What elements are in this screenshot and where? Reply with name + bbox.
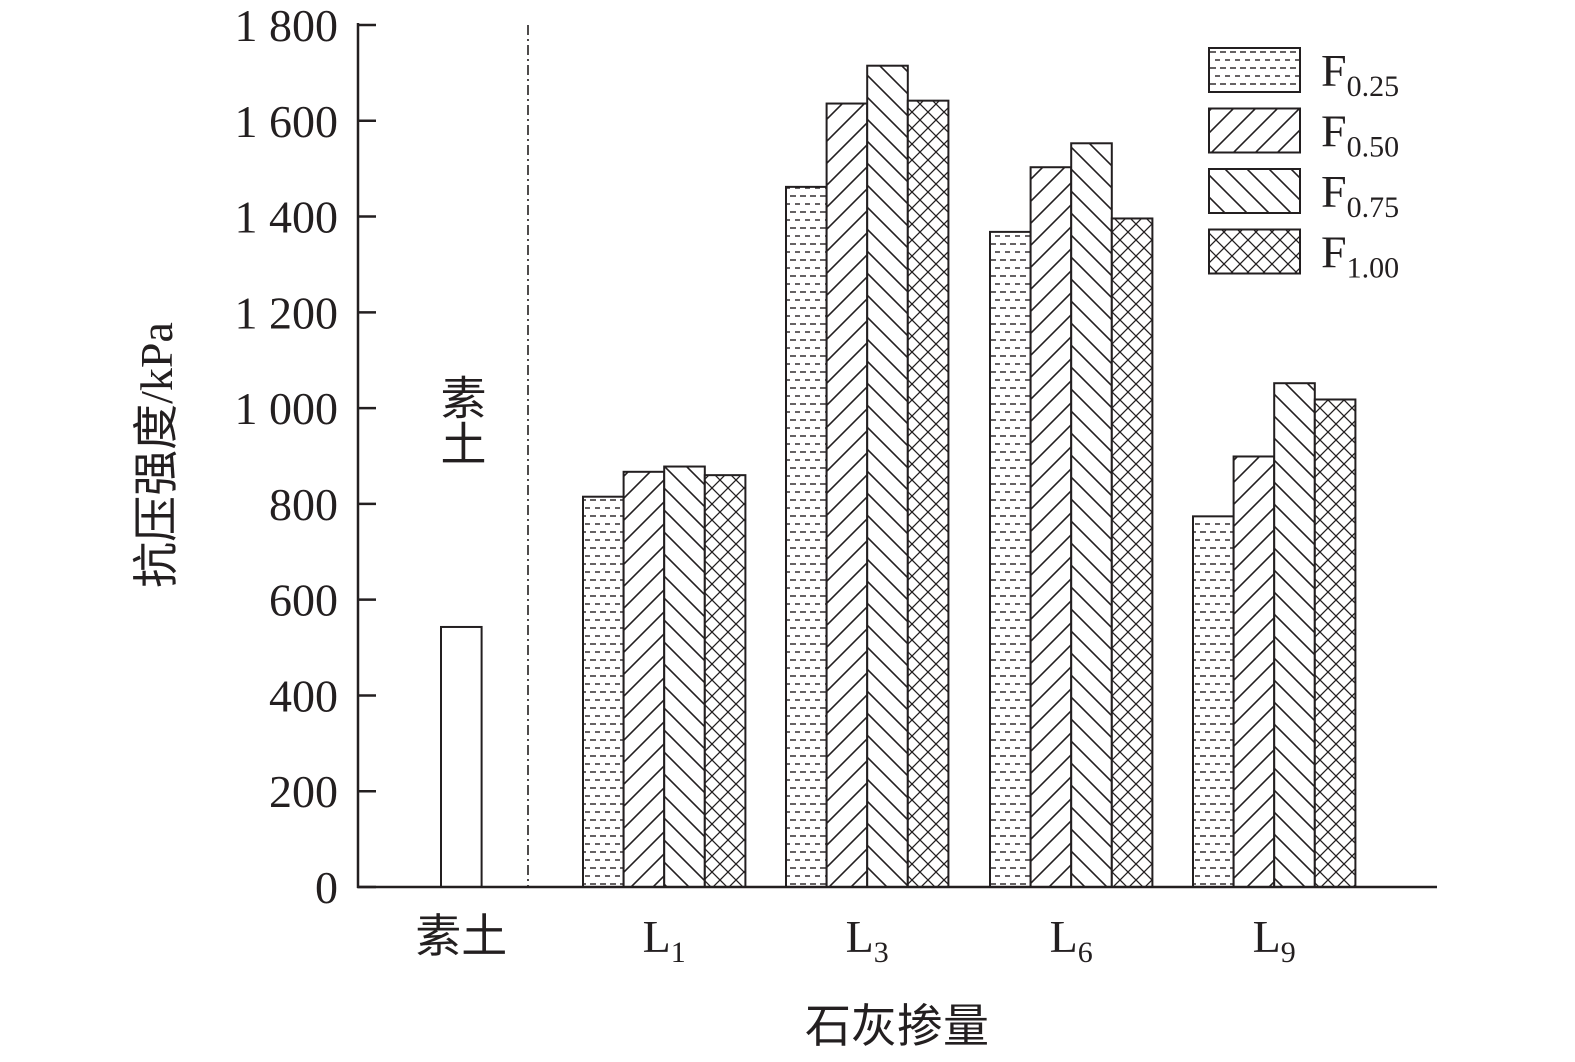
x-tick-label: L1 bbox=[643, 911, 686, 969]
bar bbox=[622, 470, 666, 888]
x-tick-label: L3 bbox=[846, 911, 889, 969]
y-tick-label: 800 bbox=[269, 479, 338, 530]
legend-label: F1.00 bbox=[1321, 227, 1399, 285]
y-tick-label: 1 800 bbox=[235, 0, 339, 51]
legend-label: F0.75 bbox=[1321, 166, 1399, 224]
y-tick-label: 0 bbox=[315, 862, 338, 913]
bar bbox=[866, 64, 909, 888]
bar bbox=[703, 474, 747, 888]
bar bbox=[1273, 382, 1316, 888]
y-tick-label: 1 000 bbox=[235, 383, 339, 434]
plain-soil-annotation: 素土 bbox=[435, 374, 486, 466]
bar bbox=[1192, 515, 1235, 889]
bar bbox=[1313, 398, 1357, 888]
bar bbox=[1232, 455, 1276, 888]
legend-label: F0.25 bbox=[1321, 45, 1399, 103]
y-tick-label: 400 bbox=[269, 670, 338, 721]
bar bbox=[1070, 142, 1113, 888]
bar bbox=[825, 102, 869, 888]
legend-swatch bbox=[1208, 168, 1301, 214]
bar bbox=[989, 230, 1032, 888]
y-ticks: 0 200 400 600 800 1 000 1 200 1 400 1 600 1 800 bbox=[235, 0, 376, 913]
x-tick-label: L6 bbox=[1050, 911, 1093, 969]
x-tick-labels: 素土 L1 L3 L6 L9 bbox=[415, 911, 1295, 969]
bar bbox=[582, 495, 625, 888]
x-axis-title: 石灰掺量 bbox=[805, 1001, 989, 1052]
legend-label: F0.50 bbox=[1321, 106, 1399, 164]
y-tick-label: 1 200 bbox=[235, 287, 339, 338]
y-tick-label: 1 400 bbox=[235, 192, 339, 243]
bar-plain-soil bbox=[440, 625, 483, 888]
legend-swatch bbox=[1208, 47, 1301, 93]
bar bbox=[1110, 217, 1154, 888]
bar bbox=[785, 185, 828, 888]
bar bbox=[663, 465, 706, 888]
y-tick-label: 1 600 bbox=[235, 96, 339, 147]
legend-swatch bbox=[1208, 107, 1301, 154]
x-tick-label: 素土 bbox=[415, 911, 507, 962]
y-tick-label: 200 bbox=[269, 766, 338, 817]
y-tick-label: 600 bbox=[269, 575, 338, 626]
legend-swatch bbox=[1208, 228, 1301, 275]
x-tick-label: L9 bbox=[1253, 911, 1296, 969]
y-axis-title: 抗压强度/kPa bbox=[131, 322, 182, 588]
bar bbox=[1029, 166, 1073, 889]
bar bbox=[906, 99, 950, 889]
